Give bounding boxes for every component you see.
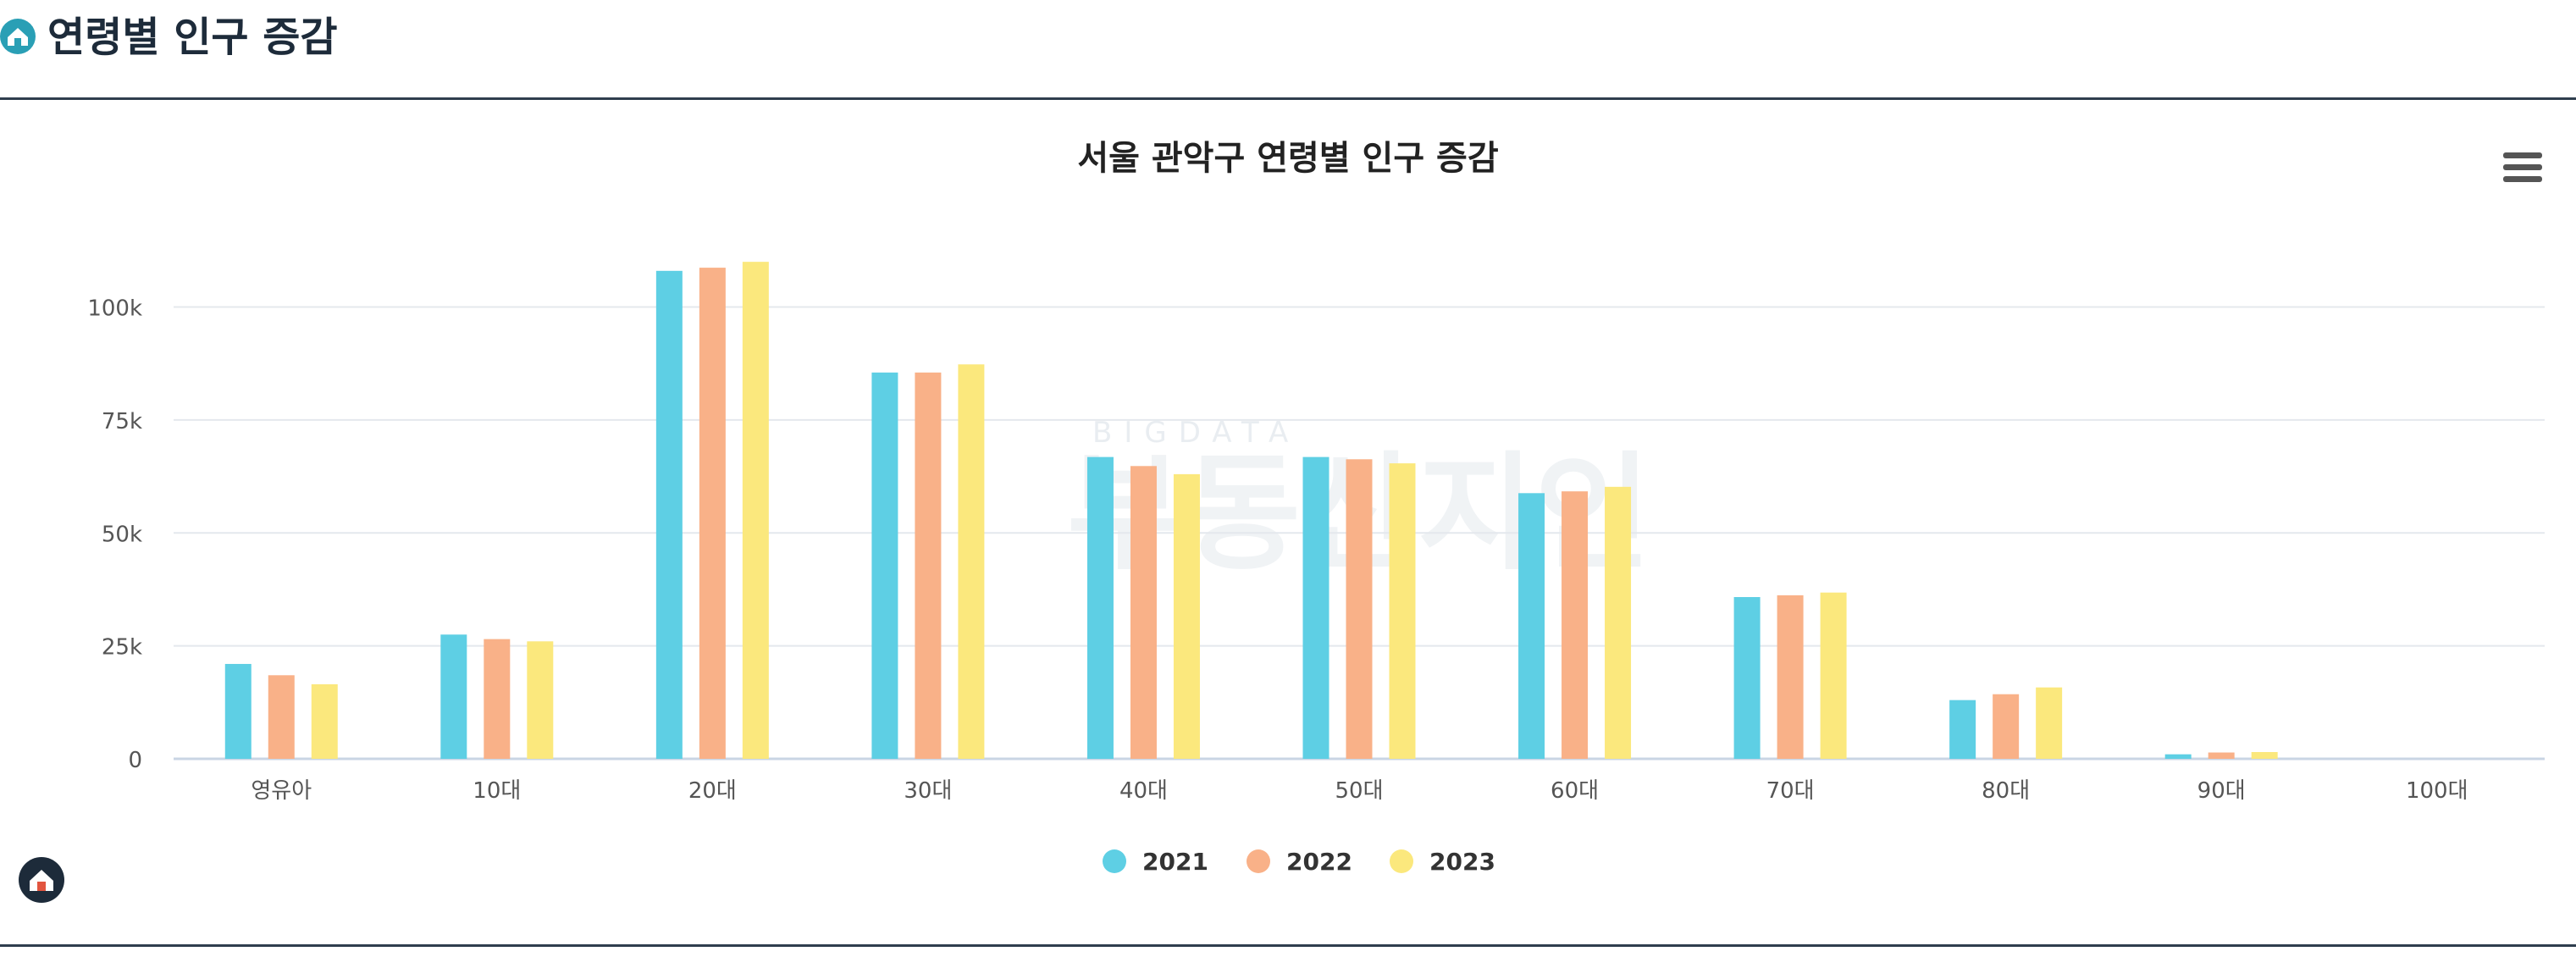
watermark-small-text: BIGDATA bbox=[1092, 416, 1300, 450]
legend-item-2023[interactable]: 2023 bbox=[1390, 848, 1495, 876]
header-divider bbox=[0, 97, 2576, 100]
x-tick-label: 30대 bbox=[904, 778, 952, 804]
bar-2022[interactable] bbox=[268, 675, 295, 759]
bar-2023[interactable] bbox=[1820, 592, 1847, 759]
bar-2023[interactable] bbox=[311, 683, 338, 759]
legend-label: 2022 bbox=[1286, 848, 1352, 876]
legend-label: 2023 bbox=[1429, 848, 1495, 876]
bar-2022[interactable] bbox=[1130, 466, 1157, 759]
bar-2022[interactable] bbox=[915, 372, 942, 759]
bar-2023[interactable] bbox=[2036, 687, 2063, 759]
bar-2022[interactable] bbox=[1993, 694, 2020, 759]
x-tick-label: 20대 bbox=[688, 778, 737, 804]
bar-2021[interactable] bbox=[1949, 700, 1976, 759]
bar-2022[interactable] bbox=[1777, 595, 1804, 759]
bar-2021[interactable] bbox=[1733, 597, 1761, 759]
bar-2021[interactable] bbox=[1518, 493, 1545, 759]
hamburger-menu-icon[interactable] bbox=[2503, 152, 2542, 182]
legend-swatch bbox=[1247, 849, 1270, 873]
legend-swatch bbox=[1103, 849, 1126, 873]
x-tick-label: 70대 bbox=[1766, 778, 1815, 804]
x-tick-label: 90대 bbox=[2197, 778, 2246, 804]
page-header: 연령별 인구 증감 bbox=[0, 0, 2576, 99]
bar-2022[interactable] bbox=[2208, 752, 2235, 759]
bar-2022[interactable] bbox=[699, 268, 726, 759]
y-tick-label: 75k bbox=[102, 409, 142, 434]
bar-2021[interactable] bbox=[224, 663, 252, 759]
x-tick-label: 10대 bbox=[473, 778, 521, 804]
bar-2023[interactable] bbox=[958, 364, 985, 759]
x-tick-label: 100대 bbox=[2406, 778, 2468, 804]
bar-2021[interactable] bbox=[1302, 456, 1329, 759]
x-tick-label: 60대 bbox=[1551, 778, 1599, 804]
bar-2021[interactable] bbox=[655, 270, 683, 759]
y-tick-label: 100k bbox=[87, 296, 142, 322]
bar-2023[interactable] bbox=[742, 262, 769, 759]
bar-2022[interactable] bbox=[1562, 491, 1589, 759]
x-tick-label: 영유아 bbox=[251, 778, 312, 804]
bar-2023[interactable] bbox=[2251, 751, 2278, 759]
x-axis-ticks: 영유아 10대 20대 30대 40대 50대 60대 70대 80대 90대 100대 bbox=[251, 778, 2468, 804]
chart-bars bbox=[224, 262, 2278, 759]
legend-label: 2021 bbox=[1142, 848, 1208, 876]
legend-item-2021[interactable]: 2021 bbox=[1103, 848, 1208, 876]
y-tick-label: 25k bbox=[102, 635, 142, 661]
page-title: 연령별 인구 증감 bbox=[47, 14, 338, 61]
bar-2021[interactable] bbox=[2164, 754, 2192, 759]
x-tick-label: 80대 bbox=[1982, 778, 2030, 804]
bar-2021[interactable] bbox=[871, 372, 898, 759]
home-badge-icon[interactable] bbox=[19, 857, 64, 903]
y-axis-ticks: 0 25k 50k 75k 100k bbox=[87, 296, 142, 774]
legend-item-2022[interactable]: 2022 bbox=[1247, 848, 1352, 876]
y-tick-label: 0 bbox=[128, 748, 142, 773]
chart-title: 서울 관악구 연령별 인구 증감 bbox=[1077, 139, 1499, 178]
footer-divider bbox=[0, 944, 2576, 947]
bar-2023[interactable] bbox=[1389, 463, 1416, 759]
chart-legend: 2021 2022 2023 bbox=[1103, 848, 1495, 876]
bar-2021[interactable] bbox=[440, 634, 467, 759]
x-tick-label: 50대 bbox=[1335, 778, 1383, 804]
bar-2023[interactable] bbox=[1605, 486, 1632, 759]
bar-2023[interactable] bbox=[1173, 473, 1200, 759]
home-badge-icon bbox=[0, 19, 36, 54]
bar-2022[interactable] bbox=[484, 639, 511, 759]
y-tick-label: 50k bbox=[102, 522, 142, 547]
bar-2021[interactable] bbox=[1086, 456, 1114, 759]
bar-2023[interactable] bbox=[527, 641, 554, 759]
bar-2022[interactable] bbox=[1346, 459, 1373, 759]
legend-swatch bbox=[1390, 849, 1413, 873]
x-tick-label: 40대 bbox=[1119, 778, 1168, 804]
